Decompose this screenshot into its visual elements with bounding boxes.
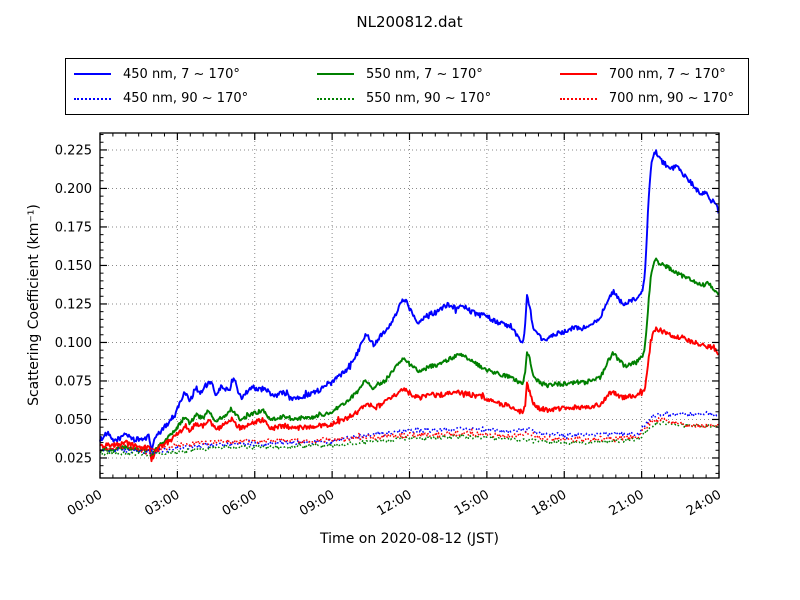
x-tick-label: 24:00 [684,487,724,519]
y-tick-label: 0.025 [55,451,92,466]
legend-entry-450nm-90-170: 450 nm, 90 ~ 170° [74,87,248,111]
series-line-700nm-7-170 [99,326,720,463]
legend-label: 450 nm, 7 ~ 170° [123,66,240,82]
x-tick-label: 03:00 [142,487,182,519]
legend-line-sample-dotted [559,97,597,100]
legend-label: 450 nm, 90 ~ 170° [123,91,249,107]
legend-label: 550 nm, 90 ~ 170° [365,91,492,107]
y-axis-label: Scattering Coefficient (km⁻¹) [26,204,42,406]
y-tick-label: 0.225 [55,143,92,158]
legend-box: 450 nm, 7 ~ 170° 450 nm, 90 ~ 170° 550 nm,… [65,58,749,115]
legend-label: 700 nm, 7 ~ 170° [608,66,726,82]
x-tick-label: 18:00 [529,487,569,519]
legend-column: 550 nm, 7 ~ 170° 550 nm, 90 ~ 170° [316,62,492,111]
y-tick-label: 0.050 [55,413,92,428]
legend-line-sample-solid [74,73,111,76]
legend-line-sample-dotted [74,97,111,100]
legend-entry-550nm-90-170: 550 nm, 90 ~ 170° [316,87,492,111]
series-line-550nm-90-170 [99,420,719,457]
x-axis-label: Time on 2020-08-12 (JST) [320,531,499,547]
legend-entry-700nm-90-170: 700 nm, 90 ~ 170° [559,87,734,111]
y-tick-label: 0.125 [55,297,92,312]
legend-label: 550 nm, 7 ~ 170° [365,66,483,82]
legend-line-sample-solid [559,73,597,76]
x-tick-label: 06:00 [220,487,260,519]
y-tick-label: 0.150 [55,259,92,274]
x-tick-label: 21:00 [607,487,647,519]
legend-column: 700 nm, 7 ~ 170° 700 nm, 90 ~ 170° [559,62,734,111]
x-tick-label: 15:00 [452,487,492,519]
x-tick-label: 00:00 [65,487,105,519]
series-line-700nm-90-170 [99,416,720,455]
y-tick-label: 0.200 [55,182,92,197]
series-line-550nm-7-170 [99,257,720,459]
legend-line-sample-dotted [316,97,354,100]
x-tick-label: 09:00 [297,487,337,519]
y-tick-label: 0.100 [55,336,92,351]
x-tick-label: 12:00 [375,487,415,519]
legend-entry-550nm-7-170: 550 nm, 7 ~ 170° [316,62,491,86]
series-line-450nm-7-170 [99,149,720,452]
legend-label: 700 nm, 90 ~ 170° [608,91,734,107]
chart-title: NL200812.dat [356,13,463,31]
y-tick-label: 0.175 [55,220,92,235]
axes-spines [99,132,720,479]
legend-line-sample-solid [316,73,354,76]
legend-entry-450nm-7-170: 450 nm, 7 ~ 170° [74,62,248,86]
series-line-450nm-90-170 [99,410,719,456]
legend-column: 450 nm, 7 ~ 170° 450 nm, 90 ~ 170° [74,62,248,111]
legend-entry-700nm-7-170: 700 nm, 7 ~ 170° [559,62,734,86]
y-tick-label: 0.075 [55,374,92,389]
